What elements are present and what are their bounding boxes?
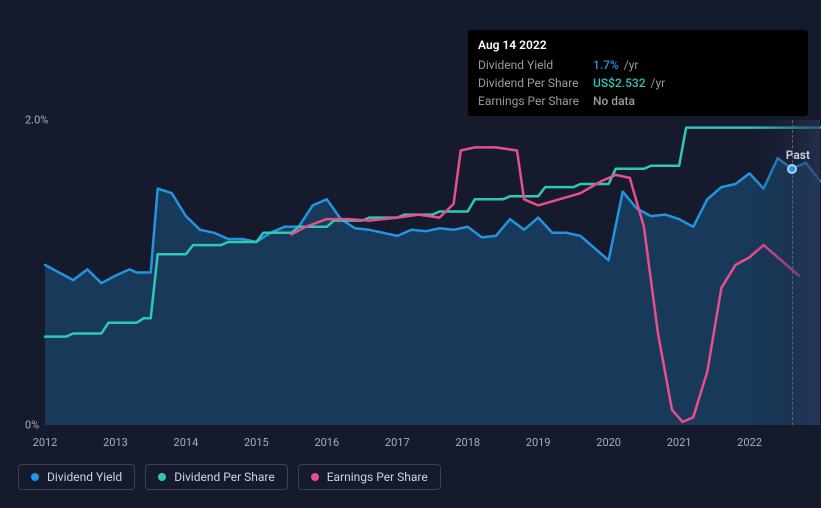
chart-tooltip: Aug 14 2022 Dividend Yield1.7% /yrDivide… [468,30,808,116]
crosshair-marker [787,164,797,174]
x-axis-label: 2020 [596,436,621,449]
legend-label: Earnings Per Share [327,470,428,484]
x-axis-label: 2016 [314,436,339,449]
legend-label: Dividend Per Share [174,470,275,484]
legend-swatch [311,473,319,481]
legend-item[interactable]: Dividend Yield [18,464,135,490]
legend-swatch [158,473,166,481]
legend-swatch [31,473,39,481]
tooltip-row: Dividend Per ShareUS$2.532 /yr [478,74,798,92]
x-axis-label: 2017 [385,436,410,449]
tooltip-value: US$2.532 /yr [593,74,665,92]
past-label: Past [786,148,810,162]
tooltip-label: Dividend Yield [478,56,593,74]
x-axis-label: 2014 [174,436,199,449]
legend: Dividend Yield Dividend Per Share Earnings… [18,464,441,490]
x-axis-label: 2013 [103,436,128,449]
x-axis-label: 2022 [737,436,762,449]
chart-plot[interactable]: Past [45,120,820,425]
legend-label: Dividend Yield [47,470,122,484]
tooltip-value: 1.7% /yr [593,56,638,74]
x-axis-label: 2015 [244,436,269,449]
x-axis: 2012201320142015201620172018201920202021… [45,430,820,450]
legend-item[interactable]: Dividend Per Share [145,464,288,490]
legend-item[interactable]: Earnings Per Share [298,464,441,490]
x-axis-label: 2018 [455,436,480,449]
tooltip-row: Dividend Yield1.7% /yr [478,56,798,74]
x-axis-label: 2021 [667,436,692,449]
chart-area: 0%2.0% Past 2012201320142015201620172018… [15,105,810,460]
x-axis-label: 2012 [33,436,58,449]
tooltip-date: Aug 14 2022 [478,36,798,54]
x-axis-label: 2019 [526,436,551,449]
tooltip-label: Dividend Per Share [478,74,593,92]
y-axis-label: 0% [25,419,39,432]
